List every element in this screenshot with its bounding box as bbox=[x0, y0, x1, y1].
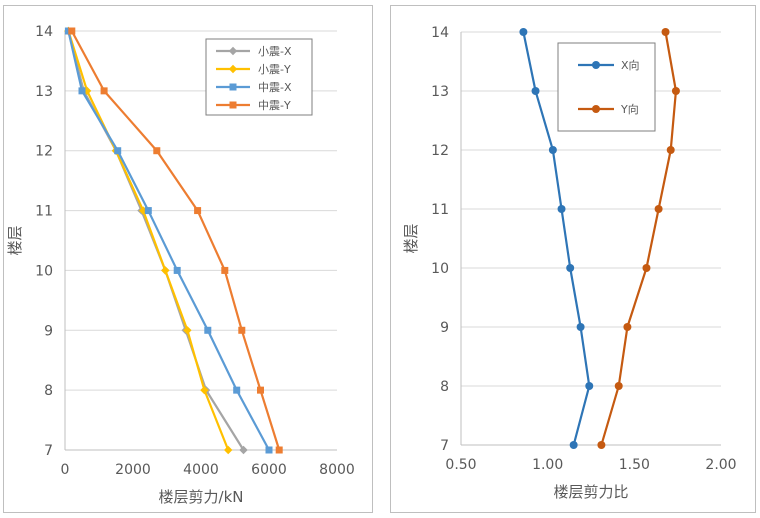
chart1-data-point bbox=[585, 382, 594, 390]
shear-force-chart: 7 8 9 10 11 12 13 14 0 2000 4000 6000 8000 楼层剪力/kN 楼层 小… bbox=[6, 24, 355, 506]
chart0-data-point bbox=[114, 147, 122, 155]
shear-ratio-chart-panel: 7 8 9 10 11 12 13 14 0.50 1.00 1.50 2.00 楼层剪力比 楼层 X向 Y向 bbox=[390, 5, 756, 513]
chart0-data-point bbox=[204, 326, 212, 334]
chart1-data-point bbox=[623, 323, 632, 331]
chart0-x-tick-label: 0 bbox=[61, 462, 70, 478]
chart1-data-point bbox=[531, 87, 540, 95]
chart1-legend-label: X向 bbox=[621, 58, 640, 72]
chart1-y-tick-label: 10 bbox=[431, 261, 449, 277]
chart0-y-tick-label: 8 bbox=[44, 383, 53, 399]
chart0-data-point bbox=[257, 386, 264, 394]
chart0-x-axis-title: 楼层剪力/kN bbox=[159, 488, 244, 506]
chart1-legend-box bbox=[557, 42, 656, 132]
chart0-data-point bbox=[144, 207, 152, 215]
chart1-x-tick-label: 1.00 bbox=[532, 457, 563, 473]
chart1-data-point bbox=[597, 441, 606, 449]
chart0-data-point bbox=[239, 445, 248, 455]
chart1-data-point bbox=[661, 28, 670, 36]
chart1-data-point bbox=[519, 28, 528, 36]
chart1-y-tick-label: 8 bbox=[440, 379, 449, 395]
chart1-data-point bbox=[614, 382, 623, 390]
chart1-y-tick-label: 13 bbox=[431, 84, 449, 100]
chart0-y-tick-label: 12 bbox=[35, 144, 53, 160]
chart1-y-tick-label: 14 bbox=[431, 25, 449, 41]
chart0-series-line bbox=[70, 30, 281, 451]
chart1-data-point bbox=[654, 205, 663, 213]
chart0-legend-box bbox=[205, 38, 313, 116]
chart0-legend-label: 中震-Y bbox=[258, 99, 291, 112]
chart1-x-tick-label: 1.50 bbox=[619, 457, 650, 473]
chart0-data-point bbox=[173, 266, 181, 274]
chart0-data-point bbox=[78, 87, 86, 95]
chart1-x-tick-label: 0.50 bbox=[445, 457, 476, 473]
chart1-y-tick-label: 11 bbox=[431, 202, 449, 218]
chart1-series-line bbox=[600, 31, 678, 446]
chart0-data-point bbox=[275, 446, 283, 454]
chart0-legend-marker bbox=[228, 64, 238, 74]
chart0-data-point bbox=[233, 386, 241, 394]
chart1-y-axis-title: 楼层 bbox=[402, 223, 420, 253]
chart0-data-point bbox=[224, 445, 233, 455]
chart0-y-tick-label: 10 bbox=[35, 263, 53, 279]
chart1-series-0 bbox=[519, 28, 594, 449]
chart0-data-point bbox=[265, 446, 273, 454]
chart0-x-tick-label: 8000 bbox=[319, 462, 355, 478]
chart0-data-point bbox=[183, 326, 192, 335]
chart0-legend-label: 中震-X bbox=[258, 81, 292, 94]
chart0-data-point bbox=[238, 326, 246, 334]
chart1-data-point bbox=[576, 323, 585, 331]
chart0-legend-label: 小震-X bbox=[258, 45, 292, 58]
chart0-data-point bbox=[161, 266, 170, 275]
chart0-legend-marker bbox=[229, 101, 237, 109]
chart0-data-point bbox=[194, 207, 202, 215]
chart1-data-point bbox=[642, 264, 651, 272]
chart1-data-point bbox=[666, 146, 675, 154]
chart1-series-1 bbox=[597, 28, 680, 449]
chart0-x-tick-label: 2000 bbox=[115, 462, 151, 478]
chart0-data-point bbox=[153, 147, 161, 155]
chart0-legend-marker bbox=[229, 83, 237, 91]
chart0-series-3 bbox=[68, 27, 283, 454]
chart0-series-line bbox=[67, 30, 230, 451]
chart0-legend-label: 小震-Y bbox=[258, 63, 291, 76]
chart1-legend-marker bbox=[592, 61, 600, 69]
chart1-y-tick-label: 9 bbox=[440, 320, 449, 336]
chart1-data-point bbox=[566, 264, 575, 272]
chart0-legend-marker bbox=[228, 46, 238, 56]
chart1-data-point bbox=[569, 441, 578, 449]
chart0-series-line bbox=[67, 30, 270, 451]
chart1-y-tick-label: 12 bbox=[431, 143, 449, 159]
chart0-y-tick-label: 9 bbox=[44, 323, 53, 339]
chart0-data-point bbox=[100, 87, 108, 95]
chart0-y-tick-label: 11 bbox=[35, 204, 53, 220]
chart1-data-point bbox=[557, 205, 566, 213]
shear-force-chart-panel: 7 8 9 10 11 12 13 14 0 2000 4000 6000 8000 楼层剪力/kN 楼层 小… bbox=[3, 5, 373, 513]
chart0-data-point bbox=[200, 385, 209, 395]
chart0-y-tick-label: 13 bbox=[35, 84, 53, 100]
chart0-data-point bbox=[68, 27, 76, 35]
shear-ratio-chart: 7 8 9 10 11 12 13 14 0.50 1.00 1.50 2.00 楼层剪力比 楼层 X向 Y向 bbox=[402, 25, 737, 501]
chart1-x-axis-title: 楼层剪力比 bbox=[553, 483, 628, 501]
chart0-x-tick-label: 4000 bbox=[183, 462, 219, 478]
chart1-data-point bbox=[671, 87, 680, 95]
chart1-series-line bbox=[522, 31, 591, 446]
chart1-y-tick-label: 7 bbox=[440, 438, 449, 454]
chart0-x-tick-label: 6000 bbox=[251, 462, 287, 478]
chart1-x-tick-label: 2.00 bbox=[705, 457, 736, 473]
chart1-legend-marker bbox=[592, 105, 600, 113]
chart0-y-tick-label: 14 bbox=[35, 24, 53, 40]
chart0-y-tick-label: 7 bbox=[44, 443, 53, 459]
chart1-legend-label: Y向 bbox=[620, 102, 639, 116]
chart0-data-point bbox=[221, 266, 229, 274]
chart1-data-point bbox=[548, 146, 557, 154]
chart0-y-axis-title: 楼层 bbox=[6, 225, 24, 255]
